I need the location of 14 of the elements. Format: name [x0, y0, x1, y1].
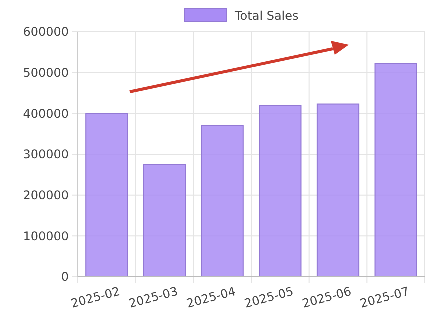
y-tick-label: 400000	[23, 106, 69, 121]
bar	[259, 105, 302, 278]
y-tick-label: 0	[61, 270, 69, 284]
bar	[374, 63, 418, 278]
y-tick-label: 600000	[23, 25, 69, 40]
bar	[201, 125, 244, 278]
bar	[143, 164, 186, 278]
y-tick-label: 100000	[23, 229, 69, 244]
bar	[316, 104, 360, 278]
bar	[86, 113, 128, 278]
y-tick-label: 500000	[23, 66, 69, 80]
y-tick-label: 300000	[23, 148, 69, 162]
legend-label: Total Sales	[234, 9, 299, 23]
y-tick-label: 200000	[23, 188, 69, 203]
